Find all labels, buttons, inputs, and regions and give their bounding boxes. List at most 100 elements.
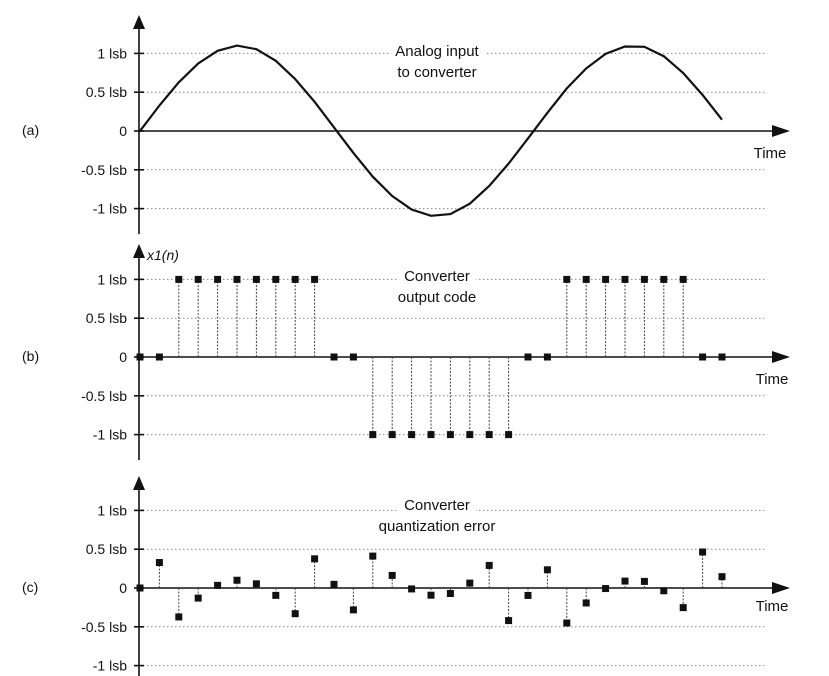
data-point (194, 594, 202, 602)
data-point (602, 275, 610, 283)
data-point (291, 610, 299, 618)
panel-b: (b) Converter output code Time 1 lsb 0.5… (22, 244, 790, 461)
annotation-backing (391, 288, 483, 307)
data-point (446, 431, 454, 439)
data-point (446, 590, 454, 598)
data-point (660, 275, 668, 283)
data-point (582, 599, 590, 607)
y-tick-label: 0 (119, 349, 127, 365)
annotation-line-2: output code (398, 289, 476, 306)
data-point (485, 431, 493, 439)
data-point (349, 606, 357, 614)
data-point (369, 552, 377, 560)
data-point (330, 580, 338, 588)
data-point (699, 353, 707, 361)
data-point (466, 431, 474, 439)
data-point (330, 353, 338, 361)
annotation-backing (398, 267, 476, 286)
data-point (155, 353, 163, 361)
y-axis-arrow (133, 15, 145, 29)
data-point (272, 591, 280, 599)
panel-label: (b) (22, 348, 39, 364)
data-point (311, 555, 319, 563)
data-point (369, 431, 377, 439)
y-tick-label: 1 lsb (97, 271, 127, 287)
annotation-backing (372, 517, 502, 536)
annotation-backing (391, 63, 483, 82)
data-point (466, 579, 474, 587)
series-line (139, 44, 723, 217)
panel-label: (c) (22, 579, 38, 595)
y-tick-label: 0.5 lsb (86, 310, 127, 326)
data-point (660, 587, 668, 595)
data-point (233, 275, 241, 283)
data-point (563, 275, 571, 283)
y-axis-arrow (133, 244, 145, 258)
annotation-line-1: Converter (404, 268, 470, 285)
data-point (524, 353, 532, 361)
x-axis-arrow (772, 125, 790, 137)
data-point (679, 604, 687, 612)
y-tick-label: -0.5 lsb (81, 388, 127, 404)
data-point (252, 275, 260, 283)
data-point (582, 275, 590, 283)
data-point (679, 275, 687, 283)
data-point (155, 559, 163, 567)
y-axis-arrow (133, 476, 145, 490)
y-tick-label: -0.5 lsb (81, 162, 127, 178)
data-point (252, 580, 260, 588)
panel-label: (a) (22, 122, 39, 138)
x-axis-label: Time (754, 145, 787, 162)
x-axis-label: Time (756, 598, 789, 615)
y-tick-label: -1 lsb (93, 658, 127, 674)
panel-a: (a) Analog input to converter Time 1 lsb… (22, 15, 790, 235)
data-point (621, 275, 629, 283)
data-point (718, 573, 726, 581)
data-point (640, 577, 648, 585)
data-point (621, 577, 629, 585)
y-tick-label: 0.5 lsb (86, 84, 127, 100)
data-point (718, 353, 726, 361)
y-tick-label: 0.5 lsb (86, 541, 127, 557)
data-point (311, 275, 319, 283)
data-point (543, 566, 551, 574)
y-tick-label: 1 lsb (97, 45, 127, 61)
y-tick-label: 0 (119, 580, 127, 596)
annotation-line-1: Analog input (395, 43, 479, 60)
data-point (349, 353, 357, 361)
data-point (214, 581, 222, 589)
data-point (427, 431, 435, 439)
data-point (543, 353, 551, 361)
data-point (388, 431, 396, 439)
data-point (214, 275, 222, 283)
data-point (291, 275, 299, 283)
data-point (233, 576, 241, 584)
data-point (640, 275, 648, 283)
y-tick-label: -1 lsb (93, 201, 127, 217)
data-point (175, 275, 183, 283)
annotation-line-2: quantization error (379, 518, 496, 535)
data-point (602, 585, 610, 593)
annotation-line-1: Converter (404, 497, 470, 514)
data-point (408, 431, 416, 439)
data-point (563, 619, 571, 627)
data-point (194, 275, 202, 283)
panel-c: (c) Converter quantization error Time 1 … (22, 476, 790, 676)
y-tick-label: 1 lsb (97, 502, 127, 518)
data-point (505, 431, 513, 439)
x-axis-arrow (772, 351, 790, 363)
annotation-line-2: to converter (397, 64, 476, 81)
data-point (136, 353, 144, 361)
y-tick-label: -1 lsb (93, 427, 127, 443)
y-axis-label: x1(n) (146, 247, 179, 263)
data-point (136, 584, 144, 592)
data-point (485, 561, 493, 569)
data-point (408, 585, 416, 593)
data-point (272, 275, 280, 283)
x-axis-arrow (772, 582, 790, 594)
y-tick-label: -0.5 lsb (81, 619, 127, 635)
data-point (427, 591, 435, 599)
data-point (524, 591, 532, 599)
x-axis-label: Time (756, 371, 789, 388)
